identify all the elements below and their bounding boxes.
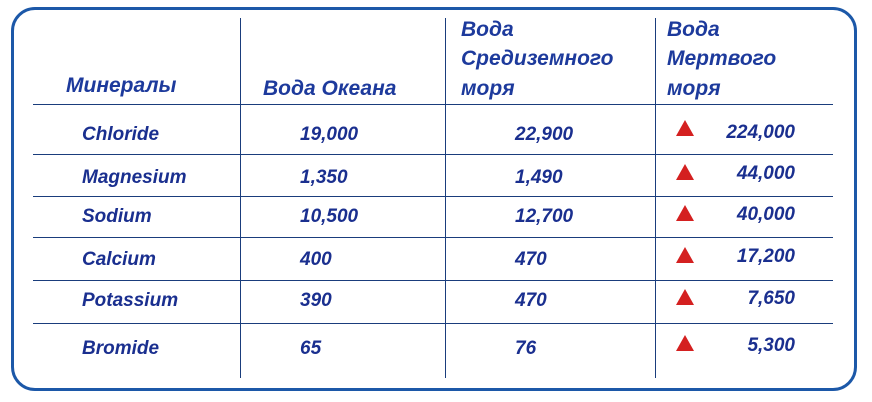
row-divider	[33, 154, 833, 155]
dead-sea-value: 44,000	[736, 163, 795, 184]
red-up-triangle-icon	[676, 205, 694, 221]
med-value: 470	[515, 249, 547, 270]
column-divider	[445, 18, 446, 378]
ocean-value: 400	[300, 249, 332, 270]
red-up-triangle-icon	[676, 247, 694, 263]
mineral-name: Calcium	[82, 249, 156, 270]
row-divider	[33, 280, 833, 281]
med-value: 1,490	[515, 167, 563, 188]
med-value: 76	[515, 338, 537, 359]
ocean-value: 65	[300, 338, 322, 359]
med-value: 12,700	[515, 206, 574, 227]
header-dead-line1: Вода	[667, 18, 720, 41]
red-up-triangle-icon	[676, 289, 694, 305]
med-value: 22,900	[515, 124, 574, 145]
table-frame	[11, 7, 857, 391]
row-divider	[33, 323, 833, 324]
mineral-name: Chloride	[82, 124, 160, 145]
header-ocean: Вода Океана	[263, 77, 397, 100]
header-dead-line2: Мертвого	[667, 47, 777, 70]
mineral-name: Magnesium	[82, 167, 187, 188]
column-divider	[240, 18, 241, 378]
red-up-triangle-icon	[676, 120, 694, 136]
mineral-name: Bromide	[82, 338, 160, 359]
red-up-triangle-icon	[676, 164, 694, 180]
ocean-value: 1,350	[300, 167, 348, 188]
header-dead-line3: моря	[667, 77, 721, 100]
header-med-line2: Средиземного	[461, 47, 614, 70]
med-value: 470	[515, 290, 547, 311]
row-divider	[33, 196, 833, 197]
column-divider	[655, 18, 656, 378]
ocean-value: 19,000	[300, 124, 359, 145]
row-divider	[33, 237, 833, 238]
header-med-line3: моря	[461, 77, 515, 100]
dead-sea-value: 224,000	[726, 122, 795, 143]
dead-sea-value: 17,200	[736, 246, 795, 267]
ocean-value: 390	[300, 290, 332, 311]
mineral-name: Sodium	[82, 206, 152, 227]
ocean-value: 10,500	[300, 206, 359, 227]
dead-sea-value: 40,000	[736, 204, 795, 225]
header-minerals: Минералы	[66, 74, 177, 97]
dead-sea-value: 7,650	[747, 288, 795, 309]
dead-sea-value: 5,300	[747, 335, 795, 356]
red-up-triangle-icon	[676, 335, 694, 351]
mineral-name: Potassium	[82, 290, 179, 311]
header-divider	[33, 104, 833, 105]
header-med-line1: Вода	[461, 18, 514, 41]
